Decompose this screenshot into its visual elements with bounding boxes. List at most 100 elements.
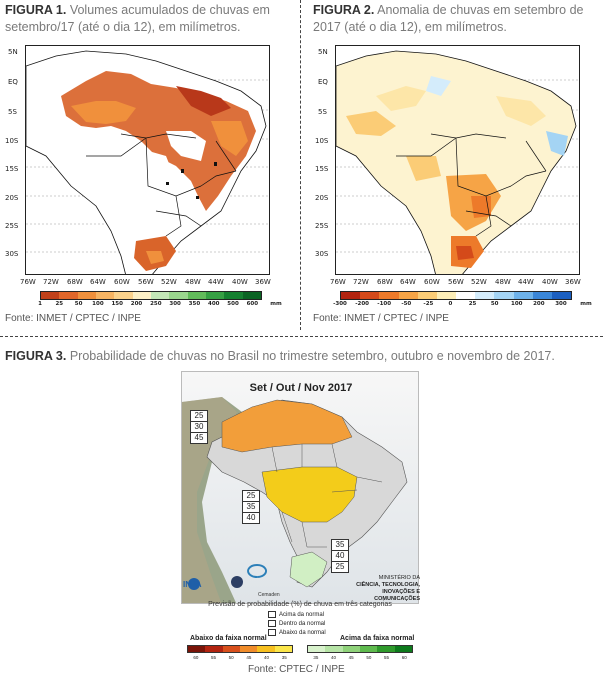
figure2-map xyxy=(335,45,580,275)
colorbar-swatch xyxy=(222,646,240,652)
fig2-lat-label: 5S xyxy=(318,108,327,116)
colorbar-swatch xyxy=(274,646,292,652)
colorbar-swatch xyxy=(513,292,533,299)
colorbar-tick-label: 45 xyxy=(246,655,252,660)
colorbar-tick-label: 25 xyxy=(55,301,64,307)
fig1-lon-label: 72W xyxy=(43,278,59,286)
prob-value: 45 xyxy=(194,433,204,442)
colorbar-tick-label: 100 xyxy=(511,301,523,307)
fig1-lat-label: 30S xyxy=(5,250,19,258)
colorbar-tick-label: 35 xyxy=(281,655,287,660)
fig2-lon-label: 48W xyxy=(495,278,511,286)
fig2-lon-label: 60W xyxy=(424,278,440,286)
fig1-lat-label: 20S xyxy=(5,194,19,202)
colorbar-swatch xyxy=(341,292,361,299)
figure1-source: Fonte: INMET / CPTEC / INPE xyxy=(5,313,141,324)
colorbar-swatch xyxy=(308,646,326,652)
prob-value: 35 xyxy=(332,540,348,551)
colorbar-tick-label: 50 xyxy=(366,655,372,660)
colorbar-tick-label: -300 xyxy=(333,301,347,307)
below-normal-ticks: 60 55 50 45 40 35 xyxy=(187,655,293,660)
colorbar-tick-label: 1 xyxy=(38,301,42,307)
colorbar-tick-label: 100 xyxy=(92,301,104,307)
colorbar-tick-label: 40 xyxy=(264,655,270,660)
colorbar-tick-label: 60 xyxy=(193,655,199,660)
colorbar-swatch xyxy=(205,292,225,299)
ministry-line: CIÊNCIA, TECNOLOGIA, xyxy=(356,582,420,588)
fig1-lon-label: 56W xyxy=(138,278,154,286)
below-normal-colorbar xyxy=(187,645,293,653)
colorbar-swatch xyxy=(205,646,223,652)
prob-value: 30 xyxy=(191,422,207,433)
colorbar-swatch xyxy=(257,646,275,652)
colorbar-swatch xyxy=(359,646,378,652)
category-label: Dentro da normal xyxy=(279,621,326,628)
colorbar-swatch xyxy=(551,292,572,299)
colorbar-tick-label: 500 xyxy=(227,301,239,307)
fig2-lon-label: 72W xyxy=(353,278,369,286)
figure3-caption: FIGURA 3. Probabilidade de chuvas no Bra… xyxy=(5,348,600,365)
fig2-lon-labels: 76W 72W 68W 64W 60W 56W 52W 48W 44W 40W … xyxy=(330,278,581,286)
ministry-logo: MINISTÉRIO DA CIÊNCIA, TECNOLOGIA, INOVA… xyxy=(340,575,420,603)
colorbar-swatch xyxy=(377,646,395,652)
legend-category: Dentro da normal xyxy=(268,620,325,627)
fig2-lon-label: 52W xyxy=(471,278,487,286)
colorbar-swatch xyxy=(150,292,170,299)
inpa-logo: INPA xyxy=(183,580,202,589)
colorbar-swatch xyxy=(169,292,188,299)
fig1-lon-label: 64W xyxy=(90,278,106,286)
above-normal-ticks: 35 40 45 50 55 60 xyxy=(307,655,413,660)
colorbar-tick-label: 200 xyxy=(533,301,545,307)
legend-category: Acima da normal xyxy=(268,611,324,618)
colorbar-swatch xyxy=(239,646,258,652)
horizontal-divider xyxy=(0,336,603,337)
category-swatch xyxy=(268,620,276,627)
colorbar-swatch xyxy=(398,292,418,299)
fig2-lon-label: 44W xyxy=(518,278,534,286)
colorbar-swatch xyxy=(417,292,437,299)
fig1-lon-label: 44W xyxy=(208,278,224,286)
colorbar-tick-label: 55 xyxy=(211,655,217,660)
figure3-legend-title: Previsão de probabilidade (%) de chuva e… xyxy=(208,601,392,608)
fig2-lon-label: 76W xyxy=(330,278,346,286)
colorbar-tick-label: 35 xyxy=(313,655,319,660)
colorbar-swatch xyxy=(114,292,133,299)
cemaden-logo: Cemaden xyxy=(258,592,280,598)
figure1-caption-text: Volumes acumulados de chuvas em setembro… xyxy=(5,3,270,34)
fig2-lat-label: 10S xyxy=(315,137,329,145)
figure1-map-svg xyxy=(26,50,269,274)
prob-value: 35 xyxy=(243,502,259,513)
colorbar-tick-label: 400 xyxy=(207,301,220,307)
colorbar-tick-label: 40 xyxy=(331,655,337,660)
figure1-colorbar xyxy=(40,291,262,300)
fig2-lon-label: 68W xyxy=(377,278,393,286)
fig2-lon-label: 64W xyxy=(400,278,416,286)
fig1-lon-label: 40W xyxy=(232,278,248,286)
figure2-colorbar-labels: -300 -200 -100 -50 -25 0 25 50 100 200 300 mm xyxy=(333,301,592,308)
figure2-source: Fonte: INMET / CPTEC / INPE xyxy=(313,313,449,324)
colorbar-swatch xyxy=(360,292,380,299)
colorbar-tick-label: 50 xyxy=(490,301,499,307)
colorbar-swatch xyxy=(188,646,206,652)
fig1-lat-label: 15S xyxy=(5,165,19,173)
fig2-lat-label: 20S xyxy=(315,194,329,202)
colorbar-tick-label: 0 xyxy=(448,301,453,307)
fig2-lat-label: 25S xyxy=(315,222,329,230)
prob-value: 25 xyxy=(243,491,259,502)
figure3-map-svg xyxy=(182,397,408,603)
fig1-lat-label: 25S xyxy=(5,222,19,230)
fig1-lon-label: 76W xyxy=(20,278,36,286)
figure2-caption: FIGURA 2. Anomalia de chuvas em setembro… xyxy=(313,2,598,36)
fig2-lon-label: 40W xyxy=(542,278,558,286)
fig2-lon-label: 56W xyxy=(448,278,464,286)
fig1-lat-label: 5S xyxy=(8,108,17,116)
legend-category: Abaixo da normal xyxy=(268,629,326,636)
colorbar-tick-label: mm xyxy=(270,301,282,307)
colorbar-swatch xyxy=(187,292,206,299)
colorbar-tick-label: 50 xyxy=(74,301,83,307)
fig1-lat-label: 5N xyxy=(8,48,18,56)
figure3-label: FIGURA 3. xyxy=(5,349,67,363)
colorbar-tick-label: 300 xyxy=(169,301,181,307)
figure3-caption-text: Probabilidade de chuvas no Brasil no tri… xyxy=(66,349,555,363)
colorbar-swatch xyxy=(242,292,261,299)
